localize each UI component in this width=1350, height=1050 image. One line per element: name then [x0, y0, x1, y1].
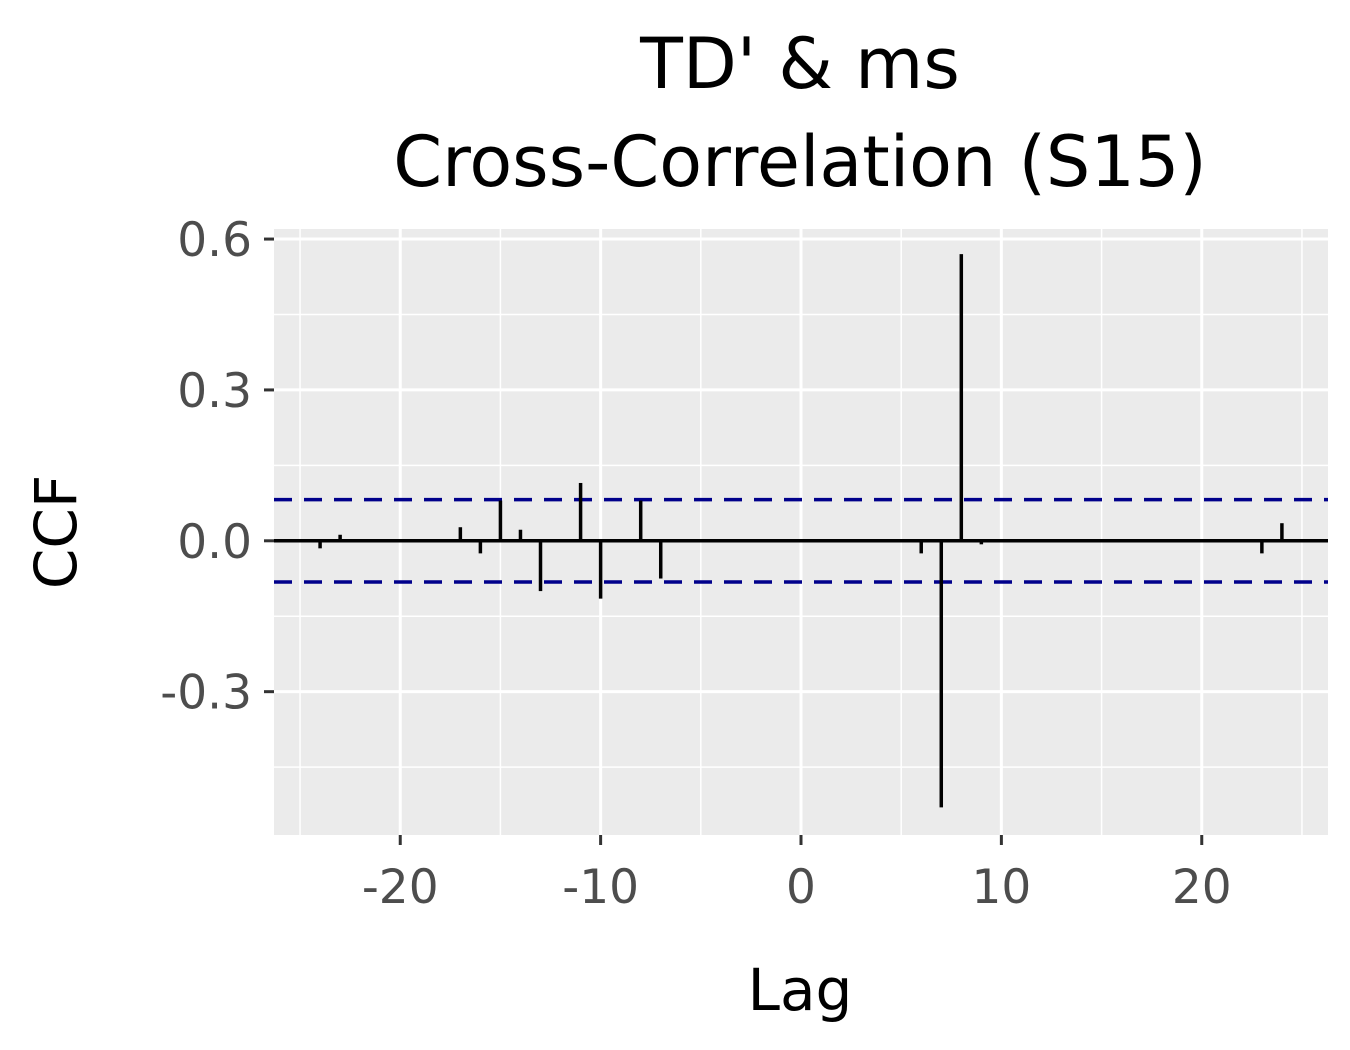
- confidence-bands: [274, 497, 1328, 584]
- x-axis-title: Lag: [748, 956, 853, 1024]
- y-tick-label: 0.6: [177, 213, 252, 268]
- x-tick-label: 10: [971, 860, 1031, 915]
- x-tick-label: 20: [1172, 860, 1232, 915]
- y-axis-title: CCF: [22, 475, 90, 589]
- x-tick-label: -10: [562, 860, 639, 915]
- x-tick-label: 0: [786, 860, 816, 915]
- ccf-bars: [274, 254, 1328, 808]
- y-tick-label: 0.3: [177, 364, 252, 419]
- grid-lines: [274, 229, 1328, 835]
- chart-title-line-1: TD' & ms: [639, 23, 960, 105]
- y-tick-label: -0.3: [160, 666, 252, 721]
- chart-title-line-2: Cross-Correlation (S15): [393, 121, 1207, 203]
- y-tick-label: 0.0: [177, 515, 252, 570]
- axes: -0.3 0.0 0.3 0.6 -20 -10 0 10 20: [160, 213, 1231, 915]
- x-tick-label: -20: [362, 860, 439, 915]
